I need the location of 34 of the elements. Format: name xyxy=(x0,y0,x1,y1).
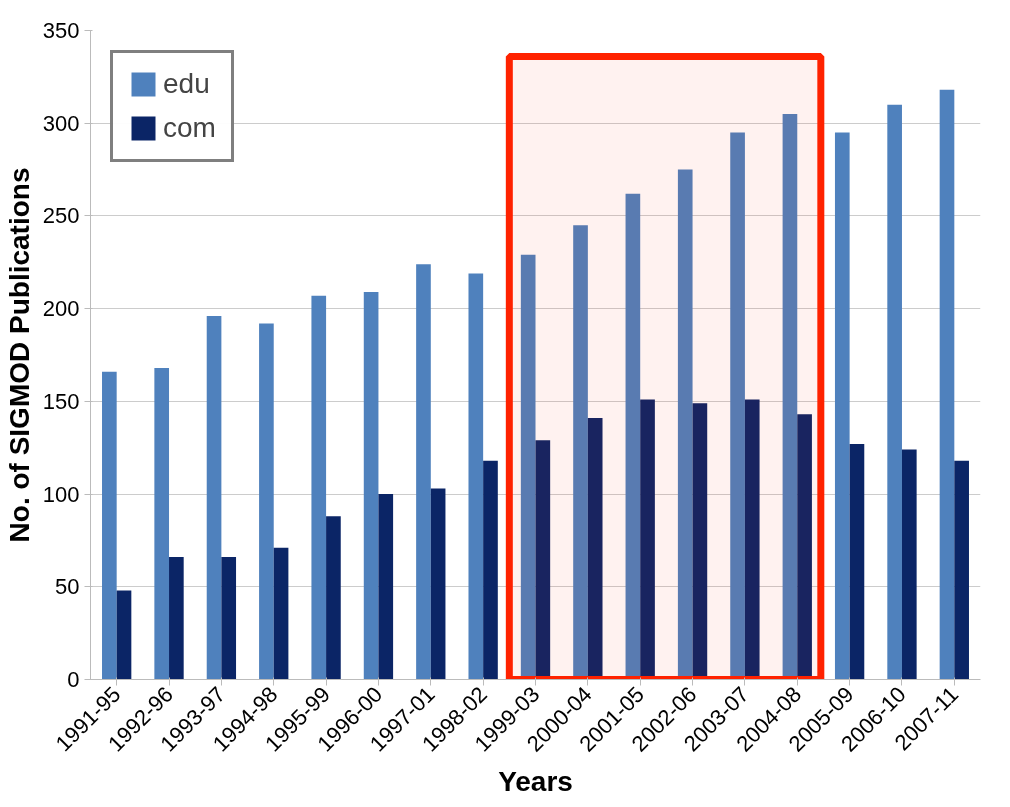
bar xyxy=(116,590,132,680)
bar xyxy=(221,557,237,680)
y-tick-label: 200 xyxy=(42,296,80,322)
y-tick-label: 250 xyxy=(42,203,80,229)
legend-label: com xyxy=(163,112,216,144)
bar xyxy=(326,516,341,680)
bar xyxy=(102,371,117,680)
bar xyxy=(169,557,184,680)
y-tick-label: 50 xyxy=(55,574,80,600)
bar xyxy=(887,104,902,680)
y-tick-label: 100 xyxy=(42,481,80,507)
bar xyxy=(206,316,222,680)
bar xyxy=(378,494,394,680)
bar xyxy=(483,460,498,680)
bar xyxy=(311,295,327,680)
x-axis-title: Years xyxy=(498,766,573,798)
y-tick-label: 300 xyxy=(42,110,80,136)
bar xyxy=(363,291,379,680)
bar xyxy=(416,264,431,680)
bar xyxy=(468,273,484,680)
bar xyxy=(273,547,289,680)
y-tick-label: 150 xyxy=(42,388,80,414)
y-tick-label: 0 xyxy=(67,667,80,692)
bar xyxy=(939,89,955,680)
bar xyxy=(849,444,865,680)
legend-label: edu xyxy=(163,68,210,100)
bar xyxy=(259,323,274,680)
bar xyxy=(154,367,170,680)
bar xyxy=(901,449,917,680)
bar xyxy=(430,488,446,680)
bar xyxy=(834,132,850,680)
y-tick-label: 350 xyxy=(42,18,80,43)
y-axis-title: No. of SIGMOD Publications xyxy=(3,167,35,543)
bar xyxy=(954,460,969,680)
